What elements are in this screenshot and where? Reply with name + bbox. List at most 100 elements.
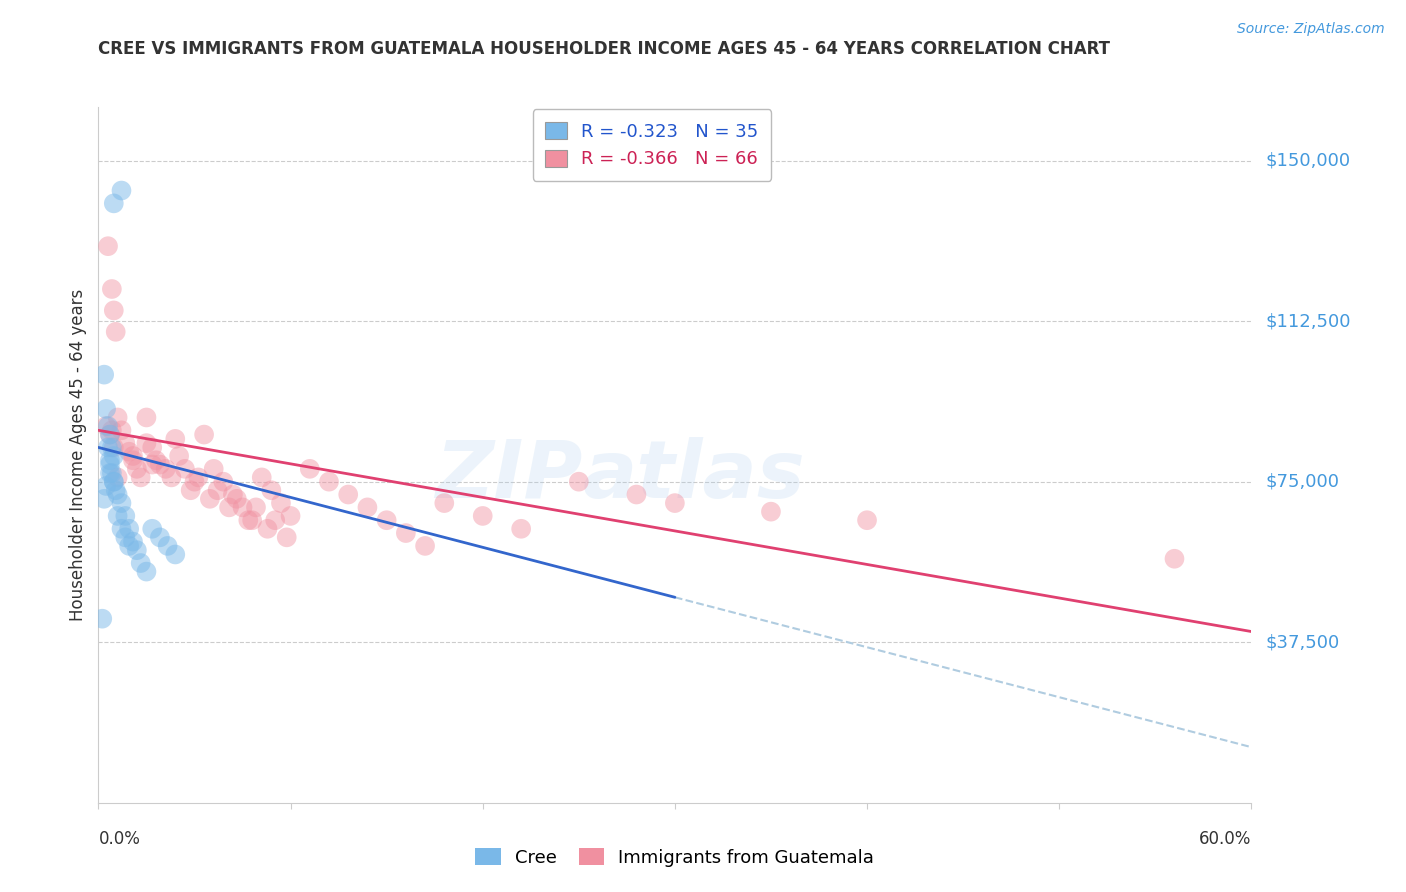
Point (129, 470, 152, 484)
Point (270, 496, 292, 510)
Point (97, 239, 120, 253)
Point (174, 462, 197, 476)
Point (375, 513, 398, 527)
Point (222, 487, 245, 501)
Point (103, 196, 125, 211)
Point (202, 462, 225, 476)
Point (165, 548, 187, 562)
Point (107, 508, 129, 523)
Point (187, 470, 209, 484)
Point (103, 303, 125, 318)
Point (98, 453, 121, 467)
Point (256, 522, 278, 536)
Legend: Cree, Immigrants from Guatemala: Cree, Immigrants from Guatemala (468, 840, 882, 874)
Point (91, 612, 114, 626)
Point (104, 483, 127, 498)
Point (94, 479, 117, 493)
Point (149, 458, 172, 472)
Point (107, 487, 129, 501)
Point (240, 513, 263, 527)
Point (107, 410, 129, 425)
Point (212, 475, 235, 489)
Point (103, 475, 125, 489)
Point (141, 522, 163, 536)
Point (260, 483, 283, 498)
Point (114, 436, 136, 450)
Y-axis label: Householder Income Ages 45 - 64 years: Householder Income Ages 45 - 64 years (69, 289, 87, 621)
Point (103, 449, 125, 463)
Point (664, 496, 686, 510)
Point (395, 526, 418, 541)
Point (568, 475, 591, 489)
Point (155, 462, 177, 476)
Point (98, 427, 121, 442)
Point (107, 470, 129, 484)
Point (110, 423, 132, 437)
Text: $112,500: $112,500 (1265, 312, 1351, 330)
Point (98, 466, 121, 480)
Point (231, 500, 254, 515)
Point (318, 475, 340, 489)
Point (160, 470, 183, 484)
Point (103, 475, 125, 489)
Point (98, 458, 121, 472)
Point (245, 500, 267, 515)
Point (856, 513, 879, 527)
Point (135, 436, 157, 450)
Point (97, 441, 120, 455)
Text: 60.0%: 60.0% (1199, 830, 1251, 847)
Point (118, 522, 141, 536)
Text: CREE VS IMMIGRANTS FROM GUATEMALA HOUSEHOLDER INCOME AGES 45 - 64 YEARS CORRELAT: CREE VS IMMIGRANTS FROM GUATEMALA HOUSEH… (98, 40, 1111, 58)
Point (94, 419, 117, 434)
Point (149, 530, 172, 544)
Point (433, 496, 456, 510)
Point (238, 513, 260, 527)
Text: $75,000: $75,000 (1265, 473, 1340, 491)
Point (93, 368, 115, 382)
Point (125, 543, 148, 558)
Point (98, 427, 121, 442)
Point (93, 491, 115, 506)
Point (118, 444, 141, 458)
Point (193, 427, 215, 442)
Point (264, 513, 287, 527)
Point (413, 539, 436, 553)
Point (180, 483, 202, 498)
Point (101, 441, 124, 455)
Point (101, 423, 124, 437)
Point (298, 462, 321, 476)
Point (110, 522, 132, 536)
Point (101, 466, 124, 480)
Point (145, 453, 167, 467)
Point (114, 530, 136, 544)
Point (122, 453, 145, 467)
Text: Source: ZipAtlas.com: Source: ZipAtlas.com (1237, 22, 1385, 37)
Text: $150,000: $150,000 (1265, 152, 1351, 169)
Text: ZIP: ZIP (436, 437, 582, 515)
Point (110, 184, 132, 198)
Point (101, 282, 124, 296)
Point (141, 441, 163, 455)
Point (250, 470, 273, 484)
Text: 0.0%: 0.0% (98, 830, 141, 847)
Point (1163, 551, 1185, 566)
Point (122, 449, 145, 463)
Point (225, 491, 247, 506)
Point (276, 530, 298, 544)
Point (97, 419, 120, 434)
Point (114, 508, 136, 523)
Point (110, 496, 132, 510)
Point (94, 401, 117, 416)
Text: atlas: atlas (582, 437, 806, 515)
Point (165, 432, 187, 446)
Point (183, 475, 205, 489)
Point (118, 539, 141, 553)
Point (337, 487, 360, 501)
Point (129, 556, 152, 570)
Point (207, 483, 229, 498)
Point (135, 565, 157, 579)
Point (141, 458, 163, 472)
Point (122, 534, 145, 549)
Point (626, 487, 648, 501)
Text: $37,500: $37,500 (1265, 633, 1340, 651)
